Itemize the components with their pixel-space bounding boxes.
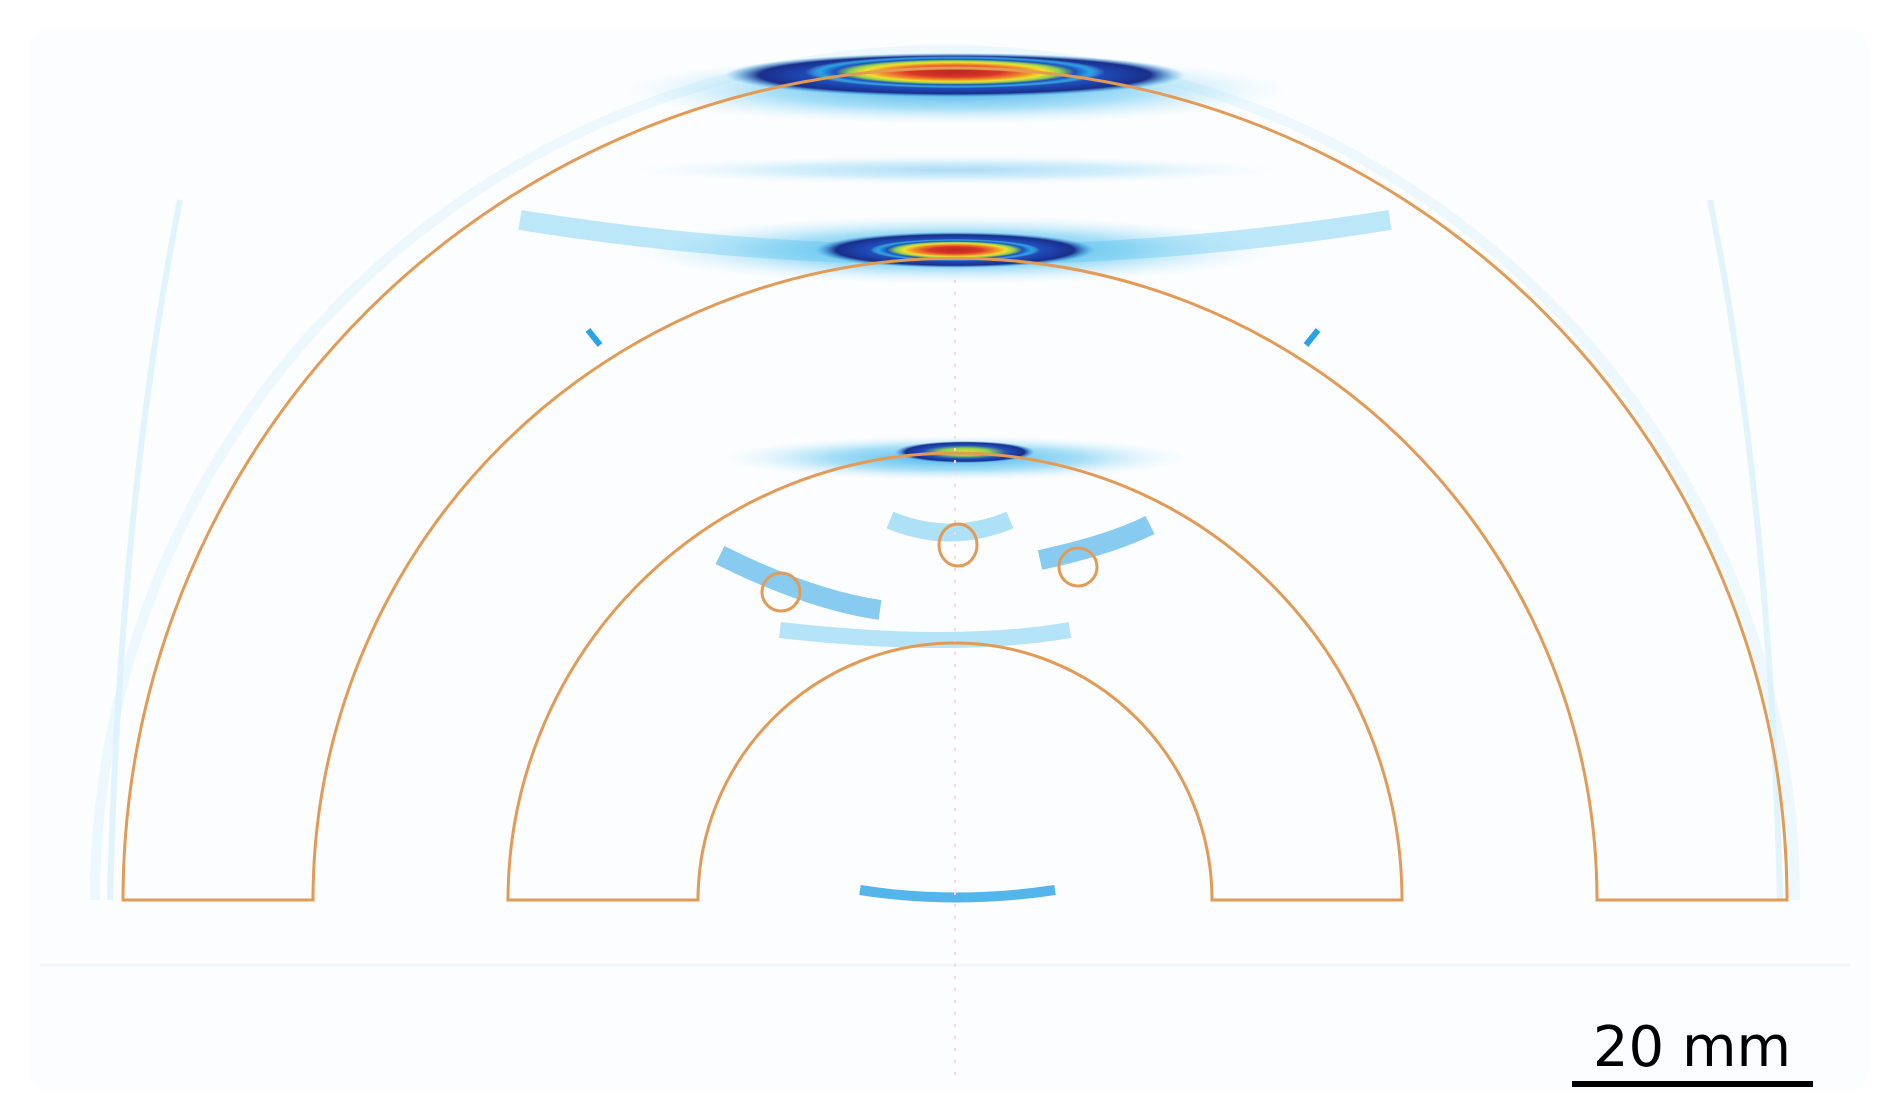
outer-ring-outline bbox=[121, 66, 1789, 902]
scale-bar-label: 20 mm bbox=[1593, 1015, 1791, 1080]
inclusion-right bbox=[1057, 546, 1099, 588]
inner-ring-outline bbox=[506, 451, 1404, 902]
inclusion-left bbox=[760, 571, 802, 613]
wave-field-second bbox=[518, 210, 1392, 347]
wave-field-top bbox=[625, 53, 1285, 184]
scale-bar: 20 mm bbox=[1572, 1015, 1813, 1087]
wave-field-bottom bbox=[859, 280, 1056, 1080]
background-field bbox=[30, 30, 1870, 1090]
inclusion-center bbox=[937, 522, 979, 568]
inclusion-circles bbox=[760, 522, 1099, 613]
